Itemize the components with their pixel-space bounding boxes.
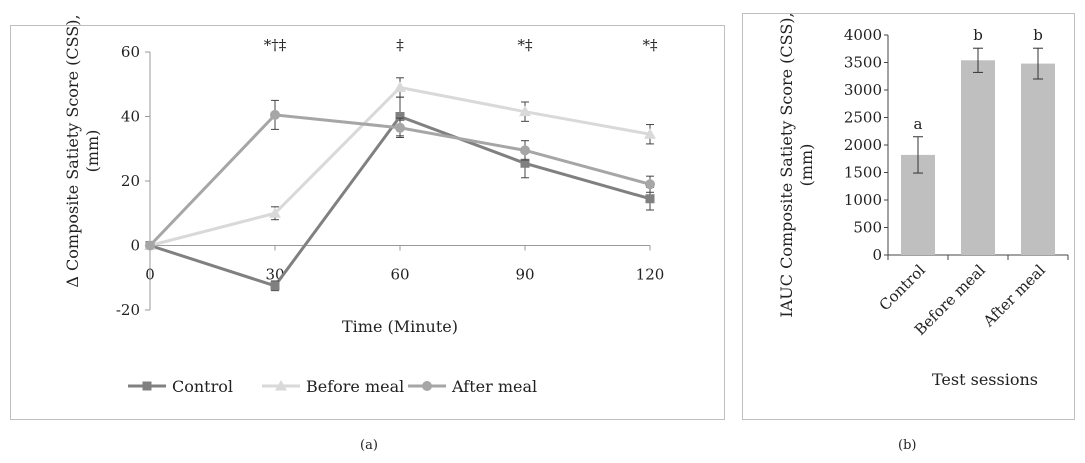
panel-a-caption: (a) [360, 438, 378, 453]
a-legend-after-meal-label: After meal [451, 377, 537, 396]
a-significance-annotation: *†‡ [264, 36, 287, 54]
b-bar-after-meal-letter: b [1033, 26, 1043, 44]
a-y-tick-label: 0 [130, 237, 140, 255]
a-legend-before-meal-marker [275, 380, 287, 391]
b-bar-before-meal [961, 60, 995, 255]
b-y-tick-label: 3500 [844, 54, 882, 72]
a-series-after-meal-point [270, 109, 280, 120]
a-series-before-meal-point [269, 207, 281, 218]
a-series-control-point [645, 194, 655, 204]
b-bar-after-meal [1021, 63, 1055, 255]
b-y-tick-label: 4000 [844, 26, 882, 44]
a-series-before-meal-point [394, 81, 406, 92]
a-x-tick-label: 120 [636, 266, 665, 284]
a-series-before-meal-point [644, 128, 656, 139]
a-legend-after-meal-marker [422, 381, 432, 391]
a-y-tick-label: -20 [116, 301, 140, 319]
a-series-control-line [149, 114, 651, 288]
b-y-tick-label: 1000 [844, 191, 882, 209]
b-y-tick-label: 2500 [844, 109, 882, 127]
a-series-control-point [270, 281, 280, 291]
a-x-tick-label: 90 [515, 266, 534, 284]
a-series-after-meal-point [395, 122, 405, 133]
a-series-after-meal-point [520, 145, 530, 156]
b-x-tick-label-after-meal: After meal [979, 261, 1049, 331]
a-x-tick-label: 0 [145, 266, 155, 284]
a-y-tick-label: 40 [121, 108, 140, 126]
a-y-axis-label: Δ Composite Satiety Score (CSS),(mm) [63, 14, 102, 287]
b-y-tick-label: 500 [853, 219, 882, 237]
a-series-control-point [520, 158, 530, 168]
a-significance-annotation: *‡ [518, 36, 534, 54]
a-significance-annotation: *‡ [643, 36, 659, 54]
panel-b-caption: (b) [898, 438, 917, 453]
a-series-after-meal-point [645, 179, 655, 190]
b-x-tick-label-control: Control [876, 261, 929, 314]
a-y-tick-label: 20 [121, 172, 140, 190]
a-y-tick-label: 60 [121, 43, 140, 61]
b-y-tick-label: 2000 [844, 136, 882, 154]
a-legend-control-marker [142, 381, 152, 391]
a-x-tick-label: 60 [390, 266, 409, 284]
a-series-control-point [395, 112, 405, 121]
a-significance-annotation: ‡ [396, 36, 404, 54]
b-y-tick-label: 0 [872, 246, 882, 264]
b-y-tick-label: 1500 [844, 164, 882, 182]
a-legend-control-label: Control [172, 377, 233, 396]
b-y-tick-label: 3000 [844, 81, 882, 99]
a-series-after-meal-point [145, 240, 155, 251]
b-x-axis-label: Test sessions [932, 370, 1038, 389]
a-series-before-meal-point [519, 105, 531, 117]
a-legend-before-meal-label: Before meal [306, 377, 404, 396]
b-bar-control-letter: a [914, 115, 923, 133]
panel-a-frame [10, 25, 725, 420]
b-bar-before-meal-letter: b [973, 26, 983, 44]
b-y-axis-label: IAUC Composite Satiety Score (CSS),(mm) [777, 12, 816, 317]
a-x-axis-label: Time (Minute) [342, 317, 458, 336]
